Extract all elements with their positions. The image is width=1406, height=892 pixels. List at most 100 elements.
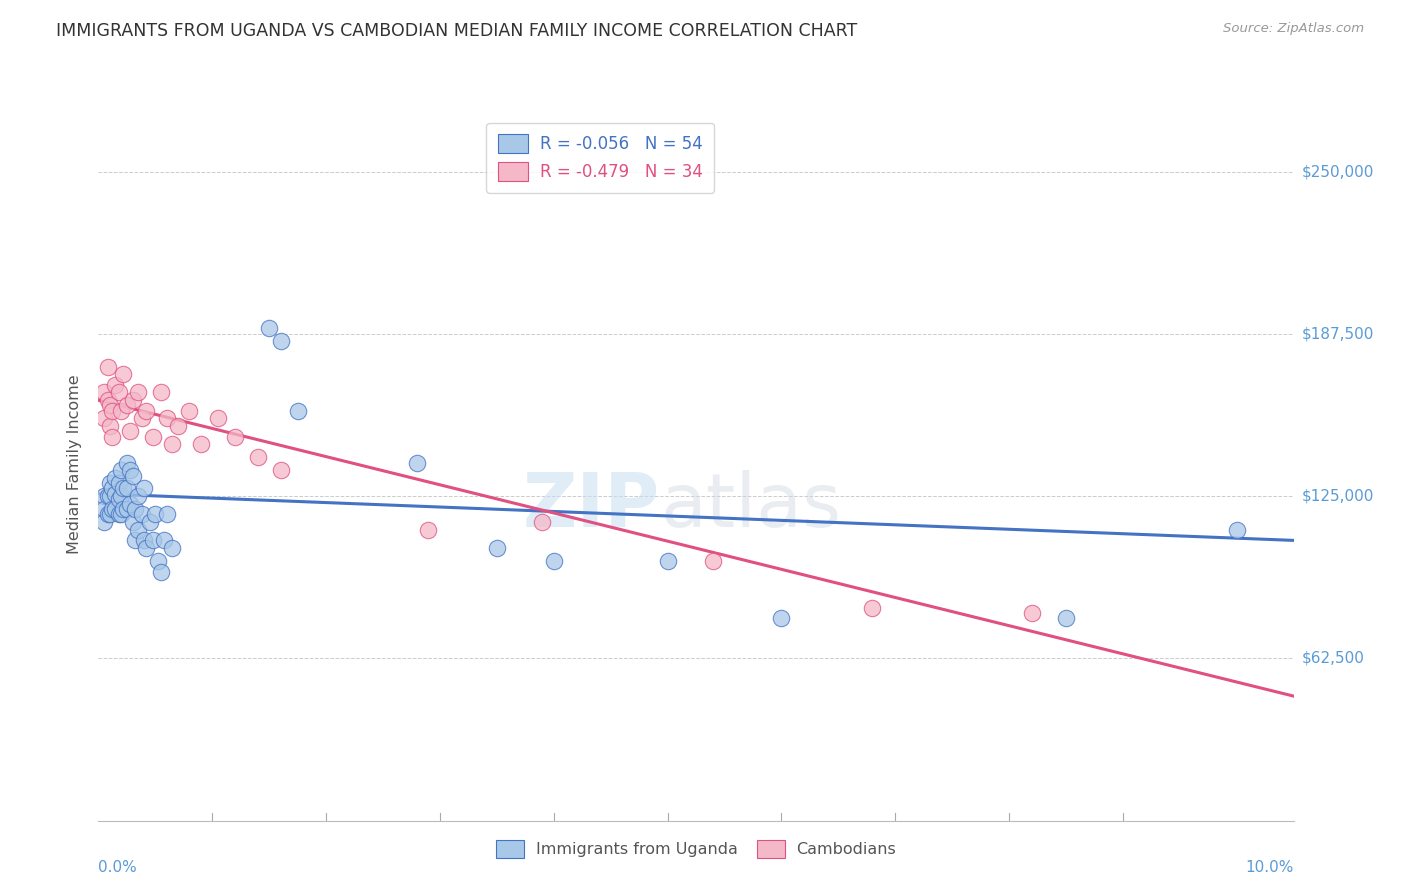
Point (101, 429, 124, 443)
Point (93, 502, 115, 516)
Point (207, 411, 229, 425)
Point (115, 502, 138, 516)
Point (115, 456, 138, 470)
Point (132, 533, 155, 548)
Text: $125,000: $125,000 (1302, 489, 1374, 504)
Point (270, 334, 292, 348)
Point (1226, 523, 1249, 537)
Text: atlas: atlas (661, 470, 841, 543)
Point (156, 411, 179, 425)
Point (162, 437, 184, 451)
Point (485, 541, 508, 556)
Point (246, 450, 269, 465)
Point (153, 533, 176, 548)
Point (142, 429, 165, 443)
Point (93, 385, 115, 400)
Point (131, 411, 153, 425)
Legend: Immigrants from Uganda, Cambodians: Immigrants from Uganda, Cambodians (488, 831, 904, 866)
Point (110, 489, 132, 503)
Point (257, 320, 280, 334)
Point (120, 425, 142, 439)
Point (108, 476, 131, 491)
Point (150, 385, 173, 400)
Point (115, 482, 138, 496)
Point (93, 515, 115, 529)
Point (120, 463, 142, 477)
Point (138, 515, 160, 529)
Point (101, 403, 124, 417)
Point (98, 489, 121, 503)
Point (101, 502, 124, 516)
Text: IMMIGRANTS FROM UGANDA VS CAMBODIAN MEDIAN FAMILY INCOME CORRELATION CHART: IMMIGRANTS FROM UGANDA VS CAMBODIAN MEDI… (56, 22, 858, 40)
Point (543, 554, 565, 568)
Text: Source: ZipAtlas.com: Source: ZipAtlas.com (1223, 22, 1364, 36)
Point (224, 429, 246, 443)
Point (93, 489, 115, 503)
Point (135, 403, 157, 417)
Point (150, 565, 173, 579)
Y-axis label: Median Family Income: Median Family Income (67, 374, 83, 554)
Point (108, 508, 131, 522)
Point (127, 385, 149, 400)
Text: 10.0%: 10.0% (1246, 860, 1294, 875)
Point (143, 508, 166, 522)
Point (406, 456, 429, 470)
Point (167, 419, 190, 434)
Point (124, 502, 146, 516)
Point (702, 554, 724, 568)
Point (96, 393, 118, 408)
Point (104, 502, 127, 516)
Text: $250,000: $250,000 (1302, 164, 1374, 179)
Point (96, 359, 118, 374)
Text: 0.0%: 0.0% (98, 860, 138, 875)
Point (110, 508, 132, 522)
Point (112, 482, 135, 496)
Point (418, 523, 440, 537)
Point (121, 393, 143, 408)
Point (98, 476, 121, 491)
Point (131, 508, 153, 522)
Point (115, 399, 138, 413)
Point (98, 399, 121, 413)
Point (108, 491, 131, 506)
Point (127, 489, 149, 503)
Point (179, 403, 201, 417)
Point (156, 508, 179, 522)
Point (104, 377, 127, 392)
Point (860, 600, 883, 615)
Point (110, 463, 132, 477)
Point (162, 541, 184, 556)
Point (1054, 611, 1077, 625)
Point (112, 368, 135, 382)
Point (98, 419, 121, 434)
Point (135, 541, 157, 556)
Point (110, 403, 132, 417)
Point (121, 468, 143, 483)
Text: $62,500: $62,500 (1302, 651, 1365, 666)
Text: ZIP: ZIP (523, 470, 661, 543)
Point (96, 508, 118, 522)
Point (142, 533, 165, 548)
Point (270, 463, 292, 477)
Point (101, 482, 124, 496)
Point (120, 497, 142, 511)
Point (190, 437, 212, 451)
Point (657, 554, 679, 568)
Point (104, 471, 127, 485)
Text: $187,500: $187,500 (1302, 326, 1374, 342)
Point (124, 533, 146, 548)
Point (127, 523, 149, 537)
Point (112, 502, 135, 516)
Point (1021, 606, 1043, 620)
Point (287, 403, 309, 417)
Point (96, 489, 118, 503)
Point (98, 508, 121, 522)
Point (121, 515, 143, 529)
Point (531, 515, 554, 529)
Point (770, 611, 793, 625)
Point (108, 385, 131, 400)
Point (132, 482, 155, 496)
Point (146, 554, 169, 568)
Point (104, 486, 127, 500)
Point (93, 411, 115, 425)
